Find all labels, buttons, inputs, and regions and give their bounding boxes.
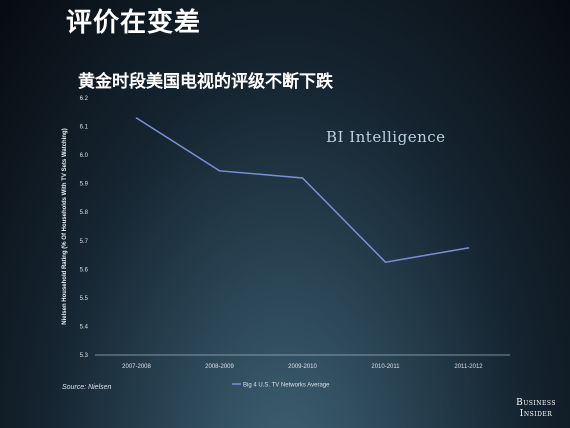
x-tick-label: 2008-2009 [205,364,234,370]
y-tick-label: 5.5 [80,296,89,302]
x-tick-label: 2011-2012 [454,364,483,370]
y-tick-label: 5.9 [80,182,89,188]
x-tick-label: 2009-2010 [288,364,317,370]
y-tick-label: 6.2 [80,96,89,102]
business-insider-logo: Business Insider [516,398,556,420]
data-point [301,177,304,179]
data-point [384,261,387,263]
legend-label: Big 4 U.S. TV Networks Average [243,383,330,389]
brand-line-1: Business [516,398,556,408]
source-note: Source: Nielsen [62,384,112,391]
y-tick-label: 5.6 [80,267,89,273]
x-tick-label: 2007-2008 [122,364,151,370]
data-point [218,170,221,172]
y-tick-label: 6.0 [80,153,89,159]
data-point [135,117,138,119]
y-tick-label: 5.7 [80,239,89,245]
slide-title: 评价在变差 [66,8,202,38]
x-tick-label: 2010-2011 [371,364,400,370]
data-point [467,247,470,249]
y-tick-label: 5.3 [80,353,89,359]
y-axis-label: Nielsen Household Rating (% Of Household… [62,128,68,324]
series-line [136,117,469,264]
y-tick-label: 6.1 [80,125,89,131]
y-tick-label: 5.4 [80,324,89,330]
bi-intelligence-watermark: BI Intelligence [326,128,446,146]
chart-title: 黄金时段美国电视的评级不断下跌 [78,72,333,92]
brand-line-2: Insider [519,409,553,419]
y-tick-label: 5.8 [80,210,89,216]
